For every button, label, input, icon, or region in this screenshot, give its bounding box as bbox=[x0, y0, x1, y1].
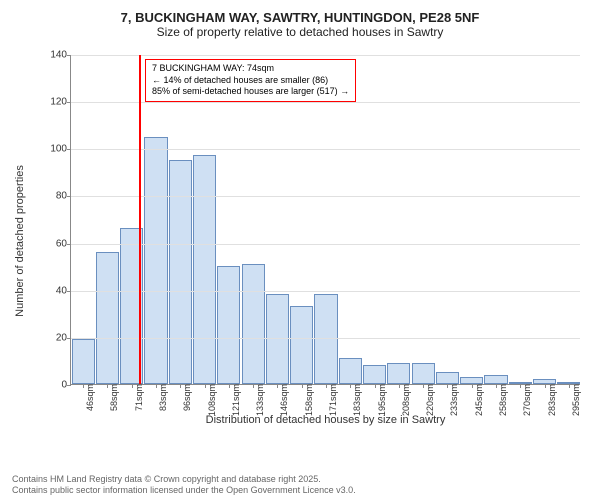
histogram-bar bbox=[363, 365, 386, 384]
x-tick-label: 121sqm bbox=[229, 384, 241, 416]
x-tick-label: 83sqm bbox=[156, 384, 168, 411]
histogram-bar bbox=[387, 363, 410, 384]
x-tick-mark bbox=[545, 384, 546, 388]
histogram-bar bbox=[242, 264, 265, 384]
x-tick-mark bbox=[180, 384, 181, 388]
x-tick-mark bbox=[156, 384, 157, 388]
info-box: 7 BUCKINGHAM WAY: 74sqm← 14% of detached… bbox=[145, 59, 356, 102]
reference-line bbox=[139, 55, 141, 384]
histogram-bar bbox=[484, 375, 507, 384]
grid-line bbox=[71, 102, 580, 103]
info-box-line: 85% of semi-detached houses are larger (… bbox=[152, 86, 349, 98]
x-tick-label: 158sqm bbox=[302, 384, 314, 416]
x-tick-label: 258sqm bbox=[496, 384, 508, 416]
y-axis-label: Number of detached properties bbox=[14, 165, 26, 317]
footer-line-2: Contains public sector information licen… bbox=[12, 485, 356, 496]
grid-line bbox=[71, 291, 580, 292]
x-tick-label: 108sqm bbox=[205, 384, 217, 416]
x-tick-label: 71sqm bbox=[132, 384, 144, 411]
histogram-bar bbox=[339, 358, 362, 384]
x-tick-mark bbox=[520, 384, 521, 388]
title-sub: Size of property relative to detached ho… bbox=[10, 25, 590, 39]
x-tick-mark bbox=[229, 384, 230, 388]
grid-line bbox=[71, 149, 580, 150]
title-main: 7, BUCKINGHAM WAY, SAWTRY, HUNTINGDON, P… bbox=[10, 10, 590, 25]
title-block: 7, BUCKINGHAM WAY, SAWTRY, HUNTINGDON, P… bbox=[10, 10, 590, 39]
x-tick-label: 220sqm bbox=[423, 384, 435, 416]
x-tick-label: 46sqm bbox=[83, 384, 95, 411]
bars-layer bbox=[71, 55, 580, 384]
x-tick-label: 58sqm bbox=[107, 384, 119, 411]
x-tick-label: 245sqm bbox=[472, 384, 484, 416]
histogram-bar bbox=[169, 160, 192, 384]
plot-region: Distribution of detached houses by size … bbox=[70, 55, 580, 385]
histogram-bar bbox=[412, 363, 435, 384]
x-tick-mark bbox=[472, 384, 473, 388]
histogram-bar bbox=[72, 339, 95, 384]
histogram-bar bbox=[290, 306, 313, 384]
histogram-bar bbox=[193, 155, 216, 384]
x-tick-mark bbox=[399, 384, 400, 388]
x-tick-label: 270sqm bbox=[520, 384, 532, 416]
histogram-bar bbox=[96, 252, 119, 384]
footer-line-1: Contains HM Land Registry data © Crown c… bbox=[12, 474, 356, 485]
x-tick-mark bbox=[83, 384, 84, 388]
x-tick-mark bbox=[253, 384, 254, 388]
grid-line bbox=[71, 196, 580, 197]
footer-attribution: Contains HM Land Registry data © Crown c… bbox=[12, 474, 356, 496]
x-tick-label: 208sqm bbox=[399, 384, 411, 416]
x-tick-mark bbox=[107, 384, 108, 388]
x-tick-mark bbox=[423, 384, 424, 388]
x-tick-label: 195sqm bbox=[375, 384, 387, 416]
x-tick-mark bbox=[302, 384, 303, 388]
histogram-bar bbox=[144, 137, 167, 385]
histogram-bar bbox=[436, 372, 459, 384]
grid-line bbox=[71, 338, 580, 339]
info-box-line: ← 14% of detached houses are smaller (86… bbox=[152, 75, 349, 87]
x-tick-mark bbox=[350, 384, 351, 388]
grid-line bbox=[71, 55, 580, 56]
x-tick-mark bbox=[326, 384, 327, 388]
x-tick-mark bbox=[569, 384, 570, 388]
x-tick-label: 283sqm bbox=[545, 384, 557, 416]
x-tick-mark bbox=[277, 384, 278, 388]
grid-line bbox=[71, 244, 580, 245]
histogram-bar bbox=[314, 294, 337, 384]
info-box-line: 7 BUCKINGHAM WAY: 74sqm bbox=[152, 63, 349, 75]
x-tick-mark bbox=[375, 384, 376, 388]
y-tick-mark bbox=[67, 385, 71, 386]
x-tick-label: 96sqm bbox=[180, 384, 192, 411]
chart-area: Number of detached properties Distributi… bbox=[40, 45, 600, 425]
x-tick-label: 171sqm bbox=[326, 384, 338, 416]
x-tick-mark bbox=[496, 384, 497, 388]
x-tick-mark bbox=[132, 384, 133, 388]
x-tick-mark bbox=[205, 384, 206, 388]
histogram-bar bbox=[217, 266, 240, 384]
x-tick-label: 233sqm bbox=[447, 384, 459, 416]
x-tick-label: 146sqm bbox=[277, 384, 289, 416]
x-tick-label: 133sqm bbox=[253, 384, 265, 416]
histogram-bar bbox=[266, 294, 289, 384]
histogram-bar bbox=[460, 377, 483, 384]
x-tick-label: 295sqm bbox=[569, 384, 581, 416]
chart-container: 7, BUCKINGHAM WAY, SAWTRY, HUNTINGDON, P… bbox=[0, 0, 600, 500]
x-tick-label: 183sqm bbox=[350, 384, 362, 416]
x-tick-mark bbox=[447, 384, 448, 388]
